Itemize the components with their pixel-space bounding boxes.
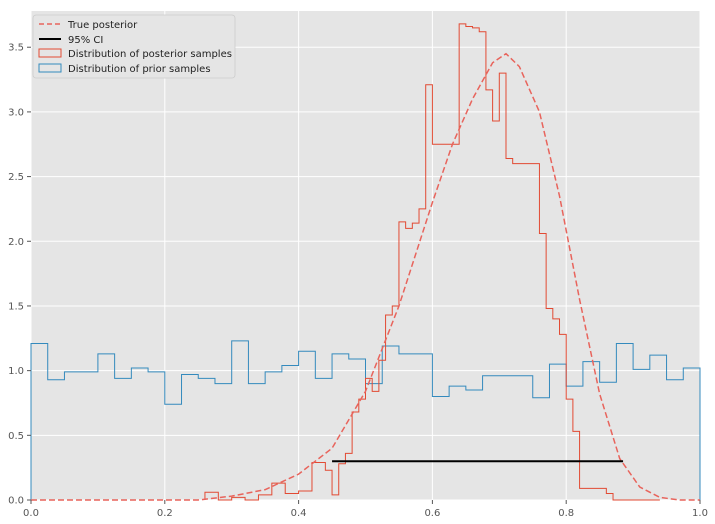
plot-background bbox=[31, 11, 700, 500]
y-tick-label: 1.0 bbox=[8, 366, 24, 377]
y-tick-label: 1.5 bbox=[8, 301, 24, 312]
legend: True posterior 95% CI Distribution of po… bbox=[32, 14, 236, 79]
x-tick-label: 1.0 bbox=[692, 508, 708, 519]
x-tick-label: 0.6 bbox=[424, 508, 440, 519]
legend-prior-hist-swatch bbox=[38, 63, 62, 73]
true-posterior-curve bbox=[31, 52, 700, 501]
y-tick-label: 3.5 bbox=[8, 43, 24, 54]
prior-histogram-series bbox=[30, 340, 701, 500]
y-axis-ticks: 0.0 0.5 1.0 1.5 2.0 2.5 3.0 3.5 bbox=[8, 43, 31, 507]
y-tick-label: 3.0 bbox=[8, 107, 24, 118]
grid bbox=[30, 11, 701, 501]
legend-ci-label: 95% CI bbox=[68, 35, 103, 46]
legend-box bbox=[32, 14, 236, 79]
series-layer bbox=[30, 23, 701, 501]
x-axis-ticks: 0.0 0.2 0.4 0.6 0.8 1.0 bbox=[23, 500, 708, 519]
y-tick-label: 0.0 bbox=[8, 496, 24, 507]
x-tick-label: 0.4 bbox=[291, 508, 307, 519]
x-tick-label: 0.2 bbox=[157, 508, 173, 519]
x-tick-label: 0.8 bbox=[558, 508, 574, 519]
legend-posterior-hist-swatch bbox=[38, 48, 62, 58]
legend-posterior-hist-label: Distribution of posterior samples bbox=[68, 49, 232, 60]
y-tick-label: 0.5 bbox=[8, 431, 24, 442]
x-tick-label: 0.0 bbox=[23, 508, 39, 519]
legend-prior-hist-label: Distribution of prior samples bbox=[68, 64, 211, 75]
legend-true-posterior-label: True posterior bbox=[67, 20, 138, 31]
y-tick-label: 2.0 bbox=[8, 237, 24, 248]
y-tick-label: 2.5 bbox=[8, 172, 24, 183]
